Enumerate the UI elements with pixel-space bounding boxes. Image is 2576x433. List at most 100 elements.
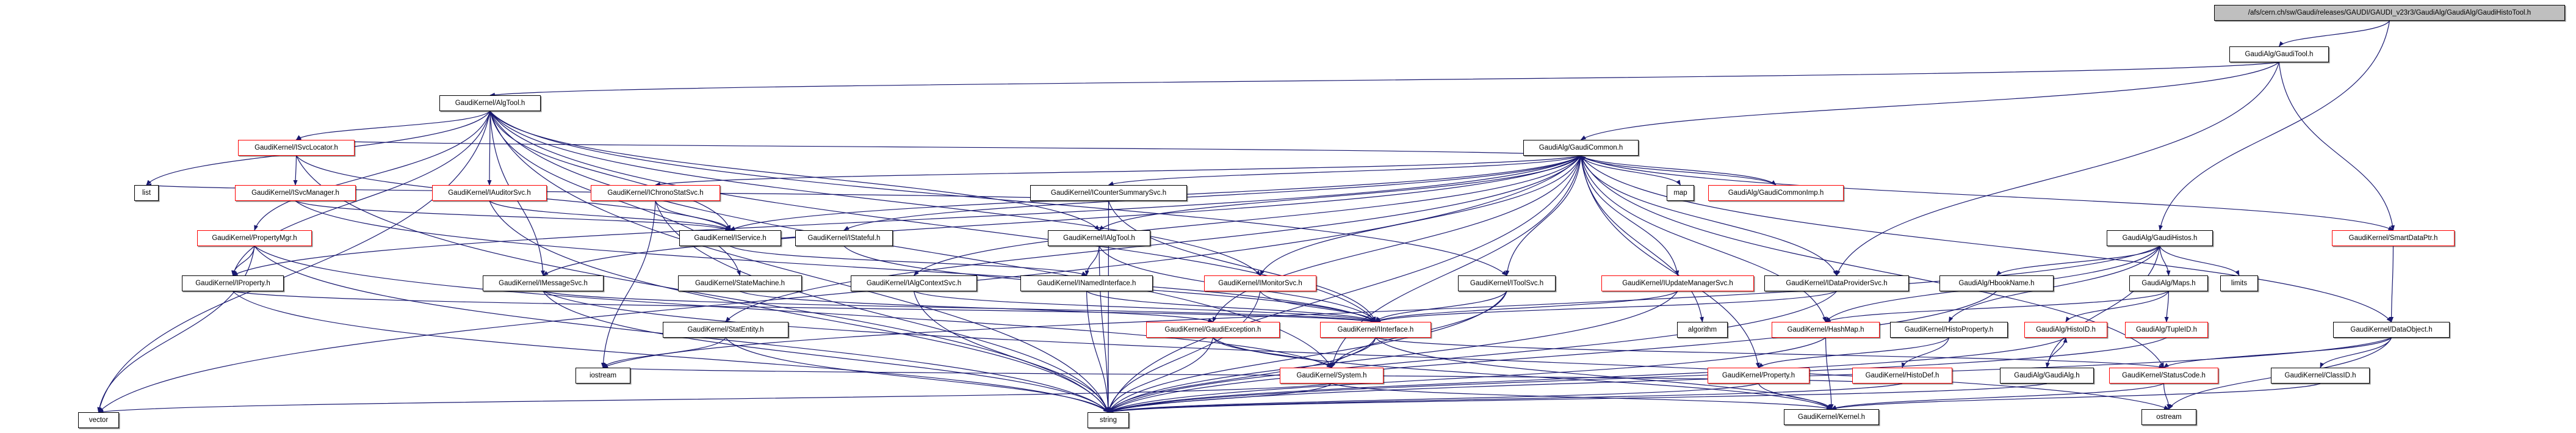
include-edge-gaudiexception-kernel <box>1213 337 1832 410</box>
graph-node-idataprovidersvc[interactable]: GaudiKernel/IDataProviderSvc.h <box>1764 275 1909 291</box>
include-edge-gaudihistos-gaudialgh <box>2045 246 2160 368</box>
include-edge-gaudicommon-iupdatemanagersvc <box>1580 155 1679 276</box>
graph-node-imonitorsvc[interactable]: GaudiKernel/IMonitorSvc.h <box>1204 275 1316 291</box>
include-edge-gauditool-idataprovidersvc <box>1836 62 2280 276</box>
include-edge-gaudihistos-histoproperty <box>1948 246 2160 322</box>
include-edge-iproperty-string <box>233 291 1109 413</box>
include-edge-imonitorsvc-iinterface <box>1260 291 1376 322</box>
graph-node-kernel[interactable]: GaudiKernel/Kernel.h <box>1784 409 1879 425</box>
include-edge-iupdatemanagersvc-string <box>1108 291 1678 413</box>
include-edge-classid-kernel <box>1831 383 2321 410</box>
graph-node-gaudiexception[interactable]: GaudiKernel/GaudiException.h <box>1146 322 1280 338</box>
include-edge-dataobject-statuscode <box>2163 337 2392 368</box>
graph-node-propertymgr[interactable]: GaudiKernel/PropertyMgr.h <box>197 230 312 246</box>
graph-node-system[interactable]: GaudiKernel/System.h <box>1280 368 1384 384</box>
include-edge-inamedinterface-string <box>1086 291 1111 413</box>
include-edge-maps-histoid <box>2065 291 2170 322</box>
include-edge-gaudicommon-hashmap <box>1580 155 1827 322</box>
graph-node-root[interactable]: /afs/cern.ch/sw/Gaudi/releases/GAUDI/GAU… <box>2214 5 2565 21</box>
graph-node-list[interactable]: list <box>134 185 159 201</box>
graph-node-dataobject[interactable]: GaudiKernel/DataObject.h <box>2333 322 2450 338</box>
graph-node-algtool[interactable]: GaudiKernel/AlgTool.h <box>439 95 541 111</box>
graph-node-gaudihistos[interactable]: GaudiAlg/GaudiHistos.h <box>2107 230 2213 246</box>
include-edge-gaudihistos-maps <box>2159 246 2171 276</box>
graph-node-map[interactable]: map <box>1667 185 1694 201</box>
include-edge-gaudihistos-hbookname <box>1996 246 2160 276</box>
graph-node-algorithm[interactable]: algorithm <box>1677 322 1728 338</box>
include-edge-gaudicommon-imessagesvc <box>543 155 1581 276</box>
include-edge-icountersummarysvc-iinterface <box>1108 200 1376 322</box>
graph-node-iproperty[interactable]: GaudiKernel/IProperty.h <box>182 275 284 291</box>
include-edge-iauditorsvc-iservice <box>489 200 731 231</box>
graph-node-gaudicommon[interactable]: GaudiAlg/GaudiCommon.h <box>1523 140 1639 156</box>
graph-node-ialgtool[interactable]: GaudiKernel/IAlgTool.h <box>1048 230 1150 246</box>
graph-node-isvclocator[interactable]: GaudiKernel/ISvcLocator.h <box>238 140 355 156</box>
graph-node-iservice[interactable]: GaudiKernel/IService.h <box>679 230 781 246</box>
include-edge-system-kernel <box>1331 383 1832 410</box>
graph-node-istateful[interactable]: GaudiKernel/IStateful.h <box>795 230 893 246</box>
include-edge-isvclocator-isvcmanager <box>293 155 298 186</box>
graph-node-histoid[interactable]: GaudiAlg/HistoID.h <box>2024 322 2107 338</box>
include-edge-algtool-imonitorsvc <box>489 111 1261 276</box>
include-edge-gaudiexception-string <box>1107 337 1214 413</box>
graph-node-iauditorsvc[interactable]: GaudiKernel/IAuditorSvc.h <box>432 185 547 201</box>
graph-node-string[interactable]: string <box>1088 412 1129 428</box>
include-edge-gaudicommon-istateful <box>843 155 1581 231</box>
include-edge-gaudicommon-property <box>1580 155 1760 368</box>
graph-node-ostream[interactable]: ostream <box>2141 409 2196 425</box>
graph-node-classid[interactable]: GaudiKernel/ClassID.h <box>2271 368 2370 384</box>
include-edge-system-string <box>1108 383 1332 413</box>
graph-node-icountersummarysvc[interactable]: GaudiKernel/ICounterSummarySvc.h <box>1030 185 1187 201</box>
include-edge-gaudihistos-limits <box>2159 246 2240 276</box>
graph-node-iinterface[interactable]: GaudiKernel/IInterface.h <box>1320 322 1431 338</box>
include-edge-gaudicommon-statuscode <box>1580 155 2165 368</box>
include-edge-gaudicommon-iproperty <box>232 155 1581 276</box>
include-edge-itoolsvc-string <box>1108 291 1507 413</box>
include-edge-algtool-iservice <box>489 111 731 231</box>
include-edge-inamedinterface-iinterface <box>1086 291 1376 322</box>
include-edge-gaudicommon-map <box>1580 155 1681 186</box>
graph-node-iupdatemanagersvc[interactable]: GaudiKernel/IUpdateManagerSvc.h <box>1601 275 1754 291</box>
graph-node-itoolsvc[interactable]: GaudiKernel/IToolSvc.h <box>1458 275 1556 291</box>
include-edge-root-gauditool <box>2278 20 2390 47</box>
graph-node-statuscode[interactable]: GaudiKernel/StatusCode.h <box>2109 368 2218 384</box>
include-edge-hbookname-string <box>1108 291 1997 413</box>
include-edge-statuscode-ostream <box>2163 383 2171 410</box>
include-edge-iinterface-statuscode <box>1375 337 2165 369</box>
include-edge-histodef-string <box>1108 383 1903 413</box>
graph-node-iostream[interactable]: iostream <box>575 368 630 384</box>
graph-node-gaudicommonimp[interactable]: GaudiAlg/GaudiCommonImp.h <box>1708 185 1844 201</box>
graph-node-ialgcontextsvc[interactable]: GaudiKernel/IAlgContextSvc.h <box>851 275 977 291</box>
graph-node-gauditool[interactable]: GaudiAlg/GaudiTool.h <box>2229 46 2329 62</box>
include-edge-iupdatemanagersvc-iinterface <box>1375 291 1678 322</box>
graph-node-gaudialgh[interactable]: GaudiAlg/GaudiAlg.h <box>2000 368 2094 384</box>
graph-node-histodef[interactable]: GaudiKernel/HistoDef.h <box>1852 368 1952 384</box>
graph-node-maps[interactable]: GaudiAlg/Maps.h <box>2129 275 2208 291</box>
graph-node-property[interactable]: GaudiKernel/Property.h <box>1708 368 1809 384</box>
include-edge-gaudicommon-idataprovidersvc <box>1580 155 1838 276</box>
include-edge-gaudicommon-icountersummarysvc <box>1108 155 1581 186</box>
graph-node-vector[interactable]: vector <box>78 412 119 428</box>
include-edge-isvcmanager-iservice <box>295 200 731 231</box>
include-edge-gaudicommon-vector <box>98 155 1581 413</box>
graph-node-ichronostatsvc[interactable]: GaudiKernel/IChronoStatSvc.h <box>591 185 720 201</box>
graph-node-tupleid[interactable]: GaudiAlg/TupleID.h <box>2125 322 2208 338</box>
include-edge-gauditool-algtool <box>489 62 2279 97</box>
include-edge-ialgcontextsvc-string <box>913 291 1109 413</box>
graph-node-smartdataptr[interactable]: GaudiKernel/SmartDataPtr.h <box>2332 230 2455 246</box>
graph-node-imessagesvc[interactable]: GaudiKernel/IMessageSvc.h <box>483 275 604 291</box>
graph-node-hbookname[interactable]: GaudiAlg/HbookName.h <box>1939 275 2054 291</box>
include-edge-algtool-ialgtool <box>489 111 1100 231</box>
include-edge-gaudicommon-isvclocator <box>295 138 1581 156</box>
graph-node-isvcmanager[interactable]: GaudiKernel/ISvcManager.h <box>235 185 356 201</box>
graph-node-hashmap[interactable]: GaudiKernel/HashMap.h <box>1772 322 1880 338</box>
include-edge-gaudihistos-iostream <box>602 246 2160 368</box>
include-edge-gaudicommon-itoolsvc <box>1505 155 1582 276</box>
graph-node-limits[interactable]: limits <box>2220 275 2258 291</box>
graph-node-statentity[interactable]: GaudiKernel/StatEntity.h <box>663 322 788 338</box>
graph-node-histoproperty[interactable]: GaudiKernel/HistoProperty.h <box>1890 322 2008 338</box>
include-edge-algtool-itoolsvc <box>489 111 1507 276</box>
graph-node-inamedinterface[interactable]: GaudiKernel/INamedInterface.h <box>1020 275 1153 291</box>
graph-node-statemachine[interactable]: GaudiKernel/StateMachine.h <box>678 275 802 291</box>
include-edge-maps-tupleid <box>2164 291 2170 322</box>
